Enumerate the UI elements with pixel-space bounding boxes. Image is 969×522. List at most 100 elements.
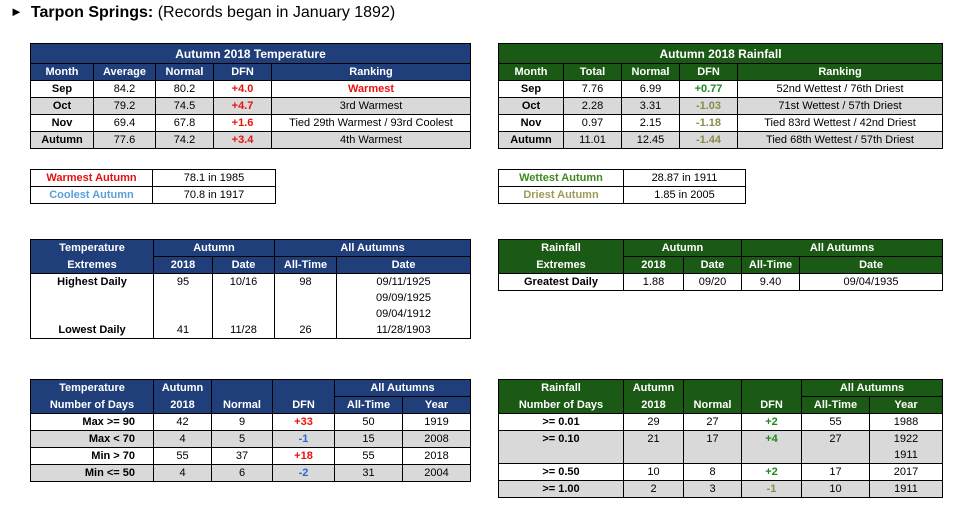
date-cell: 09/04/1912	[336, 306, 472, 322]
threshold-label: Min > 70	[30, 447, 154, 465]
column-header: Ranking	[271, 63, 471, 81]
dfn-cell	[741, 447, 802, 464]
extreme-label: Lowest Daily	[30, 322, 154, 339]
value-cell: 98	[274, 273, 338, 290]
year-cell: 1919	[402, 413, 471, 431]
ranking-cell: 4th Warmest	[271, 131, 471, 149]
column-header: All-Time	[801, 396, 870, 414]
value-cell: 6	[211, 464, 273, 482]
dfn-cell: -1.03	[679, 97, 738, 115]
ranking-cell: Tied 83rd Wettest / 42nd Driest	[736, 114, 944, 132]
date-cell: 09/11/1925	[336, 273, 472, 290]
value-cell: 6.99	[621, 80, 680, 98]
column-header: 2018	[623, 256, 684, 274]
play-arrow-icon: ►	[10, 4, 23, 19]
column-header: Normal	[155, 63, 214, 81]
column-header: Autumn	[152, 239, 276, 257]
value-cell: 5	[211, 430, 273, 448]
value-cell: 21	[623, 430, 684, 447]
temperature-days-table: Temperature Autumn All Autumns Number of…	[30, 379, 471, 482]
year-cell: 2017	[869, 463, 943, 481]
ranking-cell: 3rd Warmest	[271, 97, 471, 115]
value-cell: 2	[623, 480, 684, 498]
value-cell: 0.97	[563, 114, 622, 132]
value-cell: 3.31	[621, 97, 680, 115]
table-row: Max >= 90 42 9 +33 50 1919	[30, 413, 471, 431]
value-cell: 74.2	[155, 131, 214, 149]
month-cell: Autumn	[498, 131, 564, 149]
value-cell: 41	[153, 322, 213, 339]
table-row: Nov 69.4 67.8 +1.6 Tied 29th Warmest / 9…	[30, 114, 471, 132]
month-cell: Nov	[30, 114, 94, 132]
table-row: Coolest Autumn 70.8 in 1917	[30, 186, 276, 204]
value-cell: 8	[683, 463, 742, 481]
date-cell: 10/16	[211, 273, 276, 290]
table-row: >= 0.10 21 17 +4 27 1922	[498, 430, 943, 447]
value-cell: 27	[801, 430, 870, 447]
table-title: Autumn 2018 Temperature	[30, 43, 471, 64]
value-cell: 4	[153, 464, 212, 482]
value-cell: 1.88	[623, 273, 684, 291]
ranking-cell: Tied 68th Wettest / 57th Driest	[736, 131, 944, 149]
value-cell	[801, 447, 870, 464]
column-header: Total	[563, 63, 622, 81]
column-header: Ranking	[736, 63, 944, 81]
table-row: Autumn 77.6 74.2 +3.4 4th Warmest	[30, 131, 471, 149]
column-header: Extremes	[30, 256, 154, 274]
rainfall-records-table: Wettest Autumn 28.87 in 1911 Driest Autu…	[498, 169, 746, 204]
dfn-cell: -2	[272, 464, 335, 482]
column-header: Year	[869, 396, 943, 414]
table-row: 09/09/1925	[30, 290, 472, 306]
table-row: Highest Daily 95 10/16 98 09/11/1925	[30, 273, 472, 290]
value-cell: 95	[153, 273, 213, 290]
year-cell: 1922	[869, 430, 943, 447]
rainfall-summary-table: Autumn 2018 Rainfall Month Total Normal …	[497, 43, 944, 149]
value-cell: 84.2	[93, 80, 156, 98]
table-row: Max < 70 4 5 -1 15 2008	[30, 430, 471, 448]
column-header: DFN	[272, 396, 335, 414]
record-label: Coolest Autumn	[30, 186, 153, 204]
record-label: Wettest Autumn	[498, 169, 624, 187]
column-header: 2018	[153, 396, 212, 414]
table-row: >= 0.50 10 8 +2 17 2017	[498, 463, 943, 481]
value-cell: 55	[334, 447, 403, 465]
threshold-label: >= 1.00	[498, 480, 624, 498]
value-cell: 27	[683, 413, 742, 431]
dfn-cell: +4	[741, 430, 802, 447]
table-row: Sep 7.76 6.99 +0.77 52nd Wettest / 76th …	[498, 80, 944, 98]
value-cell: 17	[683, 430, 742, 447]
column-header: Autumn	[153, 379, 212, 397]
table-row: 1911	[498, 447, 943, 464]
temperature-summary-table: Autumn 2018 Temperature Month Average No…	[30, 43, 471, 149]
date-cell: 09/20	[682, 273, 743, 291]
value-cell: 31	[334, 464, 403, 482]
column-header: Rainfall	[498, 239, 624, 257]
table-row: Sep 84.2 80.2 +4.0 Warmest	[30, 80, 471, 98]
value-cell: 2.15	[621, 114, 680, 132]
column-header: DFN	[679, 63, 738, 81]
threshold-label: Min <= 50	[30, 464, 154, 482]
value-cell: 55	[801, 413, 870, 431]
dfn-cell: -1	[272, 430, 335, 448]
value-cell: 80.2	[155, 80, 214, 98]
month-cell: Oct	[498, 97, 564, 115]
ranking-cell: Tied 29th Warmest / 93rd Coolest	[271, 114, 471, 132]
column-header: Date	[682, 256, 743, 274]
table-row: Greatest Daily 1.88 09/20 9.40 09/04/193…	[498, 273, 944, 291]
value-cell: 11.01	[563, 131, 622, 149]
column-header: Normal	[621, 63, 680, 81]
column-header: Temperature	[30, 239, 154, 257]
column-header: Month	[30, 63, 94, 81]
month-cell: Nov	[498, 114, 564, 132]
column-header: Autumn	[623, 379, 684, 397]
threshold-label: Max >= 90	[30, 413, 154, 431]
dfn-cell: +33	[272, 413, 335, 431]
value-cell: 74.5	[155, 97, 214, 115]
column-header: Year	[402, 396, 471, 414]
value-cell: 67.8	[155, 114, 214, 132]
date-cell: 09/09/1925	[336, 290, 472, 306]
column-header: Number of Days	[30, 396, 154, 414]
table-row: 09/04/1912	[30, 306, 472, 322]
threshold-label: >= 0.10	[498, 430, 624, 447]
dfn-cell: -1	[741, 480, 802, 498]
